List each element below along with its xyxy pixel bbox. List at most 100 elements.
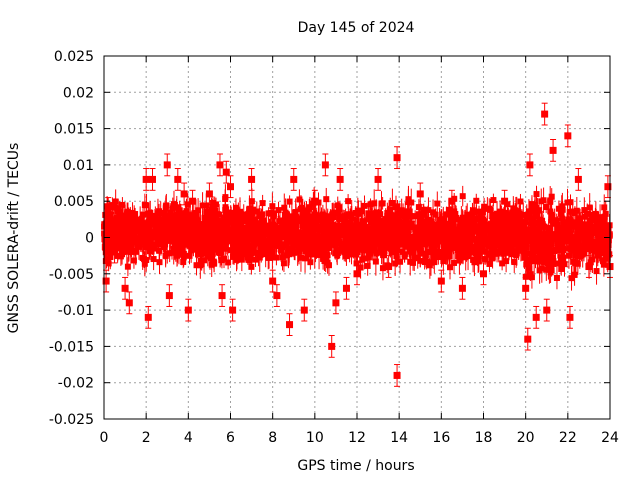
data-point (280, 260, 287, 267)
data-point (415, 232, 422, 239)
data-point (327, 227, 334, 234)
data-point (519, 220, 526, 227)
data-point (276, 218, 283, 225)
data-point (453, 240, 460, 247)
data-point (132, 239, 139, 246)
data-point (501, 242, 508, 249)
data-point (273, 239, 280, 246)
data-point (503, 258, 510, 265)
data-point (154, 238, 161, 245)
data-point (298, 218, 305, 225)
data-point (294, 217, 301, 224)
data-point (324, 252, 331, 259)
data-point (124, 263, 131, 270)
data-point (407, 213, 414, 220)
data-point (168, 217, 175, 224)
data-point (451, 259, 458, 266)
data-point (439, 228, 446, 235)
data-point (334, 202, 341, 209)
data-point (113, 217, 120, 224)
data-point (510, 205, 517, 212)
data-point (286, 198, 293, 205)
data-point (365, 210, 372, 217)
data-point (135, 243, 142, 250)
data-point (231, 253, 238, 260)
data-point (122, 240, 129, 247)
data-point (378, 200, 385, 207)
data-point (129, 209, 136, 216)
data-point (569, 208, 576, 215)
data-point (355, 210, 362, 217)
data-point (162, 214, 169, 221)
data-point (401, 235, 408, 242)
data-point (348, 231, 355, 238)
data-point (246, 205, 253, 212)
data-point (419, 227, 426, 234)
data-point (369, 247, 376, 254)
data-point (523, 214, 530, 221)
data-point (499, 245, 506, 252)
data-point (117, 220, 124, 227)
data-point (127, 216, 134, 223)
data-point (198, 260, 205, 267)
data-point (403, 216, 410, 223)
data-point (564, 199, 571, 206)
data-point (244, 230, 251, 237)
data-point (184, 201, 191, 208)
data-point (565, 220, 572, 227)
data-point (208, 224, 215, 231)
data-point (123, 248, 130, 255)
data-point (296, 196, 303, 203)
data-point (361, 255, 368, 262)
data-point (250, 230, 257, 237)
data-point (236, 238, 243, 245)
data-point (225, 259, 232, 266)
data-point (321, 219, 328, 226)
data-point (424, 222, 431, 229)
data-point (451, 237, 458, 244)
data-point (283, 228, 290, 235)
data-point (557, 234, 564, 241)
data-point (208, 208, 215, 215)
data-point (568, 221, 575, 228)
data-point (291, 221, 298, 228)
data-point (139, 254, 146, 261)
data-point (495, 248, 502, 255)
data-point (230, 242, 237, 249)
data-point (110, 227, 117, 234)
data-point (375, 218, 382, 225)
data-point (466, 218, 473, 225)
data-point (327, 235, 334, 242)
data-point (371, 200, 378, 207)
data-point (147, 232, 154, 239)
data-point (388, 223, 395, 230)
data-point (415, 211, 422, 218)
data-point (401, 253, 408, 260)
data-point (247, 215, 254, 222)
data-point (372, 258, 379, 265)
data-point (197, 247, 204, 254)
data-point (186, 252, 193, 259)
data-point (405, 242, 412, 249)
data-point (288, 228, 295, 235)
data-point (509, 235, 516, 242)
data-point (286, 224, 293, 231)
data-point (517, 236, 524, 243)
data-point (162, 252, 169, 259)
data-point (303, 213, 310, 220)
data-point (330, 214, 337, 221)
data-point (358, 227, 365, 234)
data-point (513, 219, 520, 226)
data-point (273, 254, 280, 261)
data-point (365, 254, 372, 261)
data-point (548, 193, 555, 200)
data-point (556, 260, 563, 267)
data-point (414, 254, 421, 261)
data-point (307, 259, 314, 266)
data-point (468, 245, 475, 252)
data-point (125, 234, 132, 241)
data-point (416, 228, 423, 235)
data-point (200, 239, 207, 246)
data-point (181, 235, 188, 242)
data-point (528, 215, 535, 222)
